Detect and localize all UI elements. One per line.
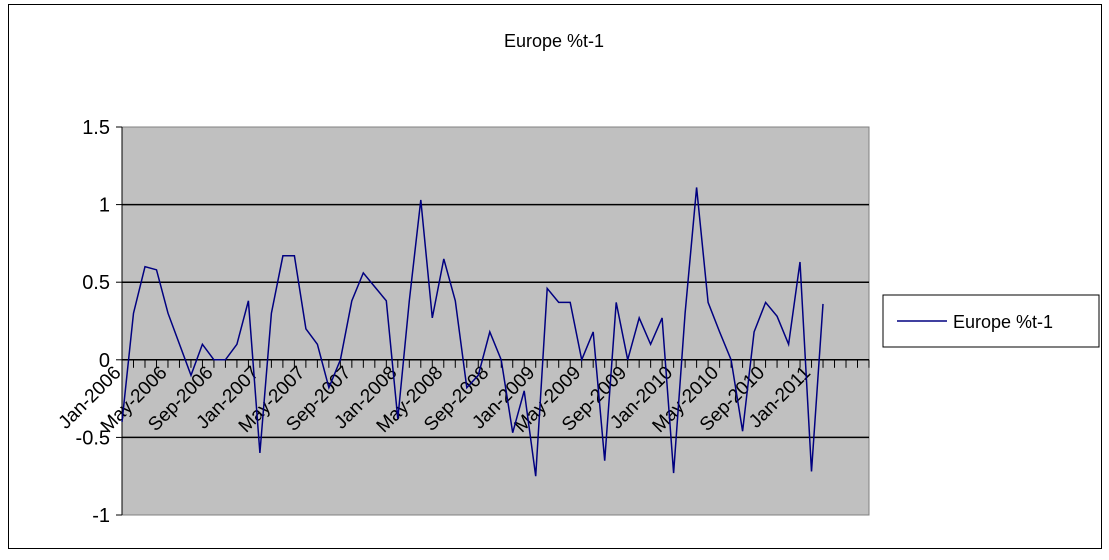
legend: Europe %t-1 [882,294,1100,348]
y-tick-label: 1 [99,195,110,217]
line-chart: Europe %t-1 1.510.50-0.5-1 Jan-2006May-2… [55,31,1100,527]
y-tick-label: -1 [92,505,110,527]
y-tick-label: 0 [99,350,110,372]
series-layer [121,187,824,477]
plot-area [121,126,870,516]
legend-label: Europe %t-1 [953,312,1053,332]
chart-frame: Europe %t-1 1.5 1 0.5 0 -0.5 -1 Jan-2006 May-2… [8,4,1102,549]
series-line [121,187,824,477]
chart-title: Europe %t-1 [504,31,604,51]
y-tick-label: 0.5 [82,272,110,294]
y-tick-label: 1.5 [82,117,110,139]
y-axis: 1.5 1 0.5 0 -0.5 -1 [76,117,123,527]
y-tick-label: -0.5 [76,427,110,449]
